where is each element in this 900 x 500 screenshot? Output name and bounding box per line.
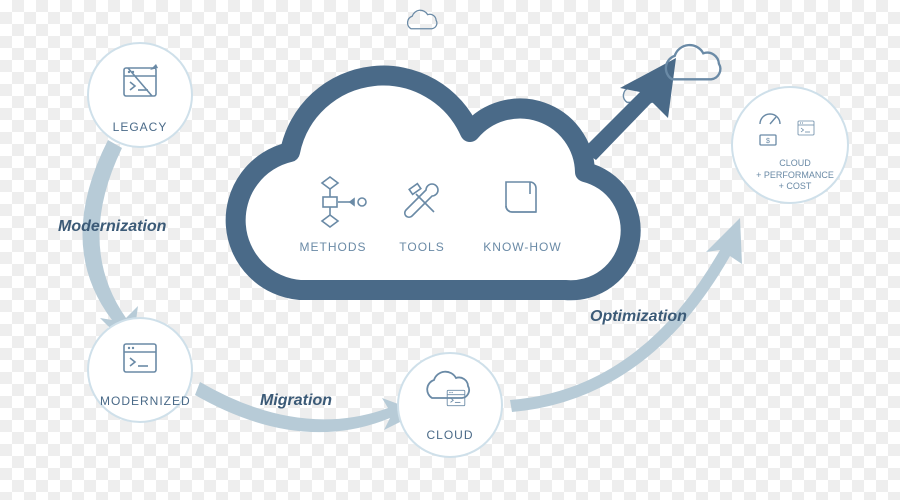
deco-cloud-2	[408, 10, 437, 28]
center-methods-label: METHODS	[298, 240, 368, 254]
center-cloud	[236, 58, 676, 290]
center-tools-label: TOOLS	[392, 240, 452, 254]
step-migration: Migration	[260, 392, 332, 410]
step-optimization: Optimization	[590, 308, 687, 326]
legacy-label: LEGACY	[110, 120, 170, 134]
diagram-canvas: $	[0, 0, 900, 500]
svg-text:$: $	[766, 138, 770, 145]
center-knowhow-label: KNOW-HOW	[480, 240, 565, 254]
cloud-label: CLOUD	[420, 428, 480, 442]
modernized-label: MODERNIZED	[100, 394, 180, 408]
step-modernization: Modernization	[58, 218, 166, 236]
optimized-label: CLOUD + PERFORMANCE + COST	[750, 158, 840, 193]
